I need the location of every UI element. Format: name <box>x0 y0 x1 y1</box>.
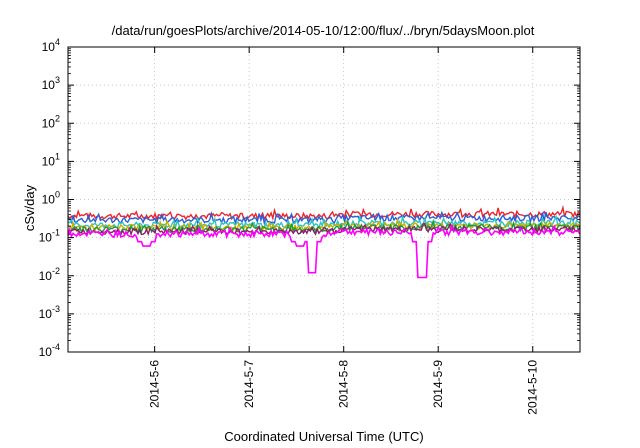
y-tick-label: 10-2 <box>39 266 60 283</box>
series-line <box>67 214 581 231</box>
series-line <box>67 204 581 222</box>
y-axis: 10-4 10-3 10-2 10-1 100 101 102 103 104 <box>39 37 580 359</box>
y-tick-label: 103 <box>42 75 60 92</box>
grid-lines <box>68 47 580 352</box>
series-line <box>67 217 581 233</box>
y-axis-label: cSv/day <box>22 184 37 231</box>
y-tick-label: 10-3 <box>39 304 60 321</box>
chart-title: /data/run/goesPlots/archive/2014-05-10/1… <box>112 23 535 38</box>
x-axis: 2014-5-6 2014-5-7 2014-5-8 2014-5-9 2014-5-1… <box>148 47 540 415</box>
y-tick-label: 101 <box>42 151 60 168</box>
x-tick-label: 2014-5-6 <box>148 360 162 408</box>
series-group <box>67 204 581 279</box>
x-tick-label: 2014-5-8 <box>337 360 351 408</box>
series-line <box>67 222 581 237</box>
y-tick-label: 10-4 <box>39 342 60 359</box>
x-tick-label: 2014-5-7 <box>242 360 256 408</box>
x-tick-label: 2014-5-9 <box>431 360 445 408</box>
y-tick-label: 100 <box>42 190 60 207</box>
series-line <box>67 223 581 279</box>
x-axis-label: Coordinated Universal Time (UTC) <box>224 429 423 444</box>
y-tick-label: 102 <box>42 113 60 130</box>
y-tick-label: 104 <box>42 37 60 54</box>
x-tick-label: 2014-5-10 <box>526 360 540 415</box>
y-tick-label: 10-1 <box>39 228 60 245</box>
